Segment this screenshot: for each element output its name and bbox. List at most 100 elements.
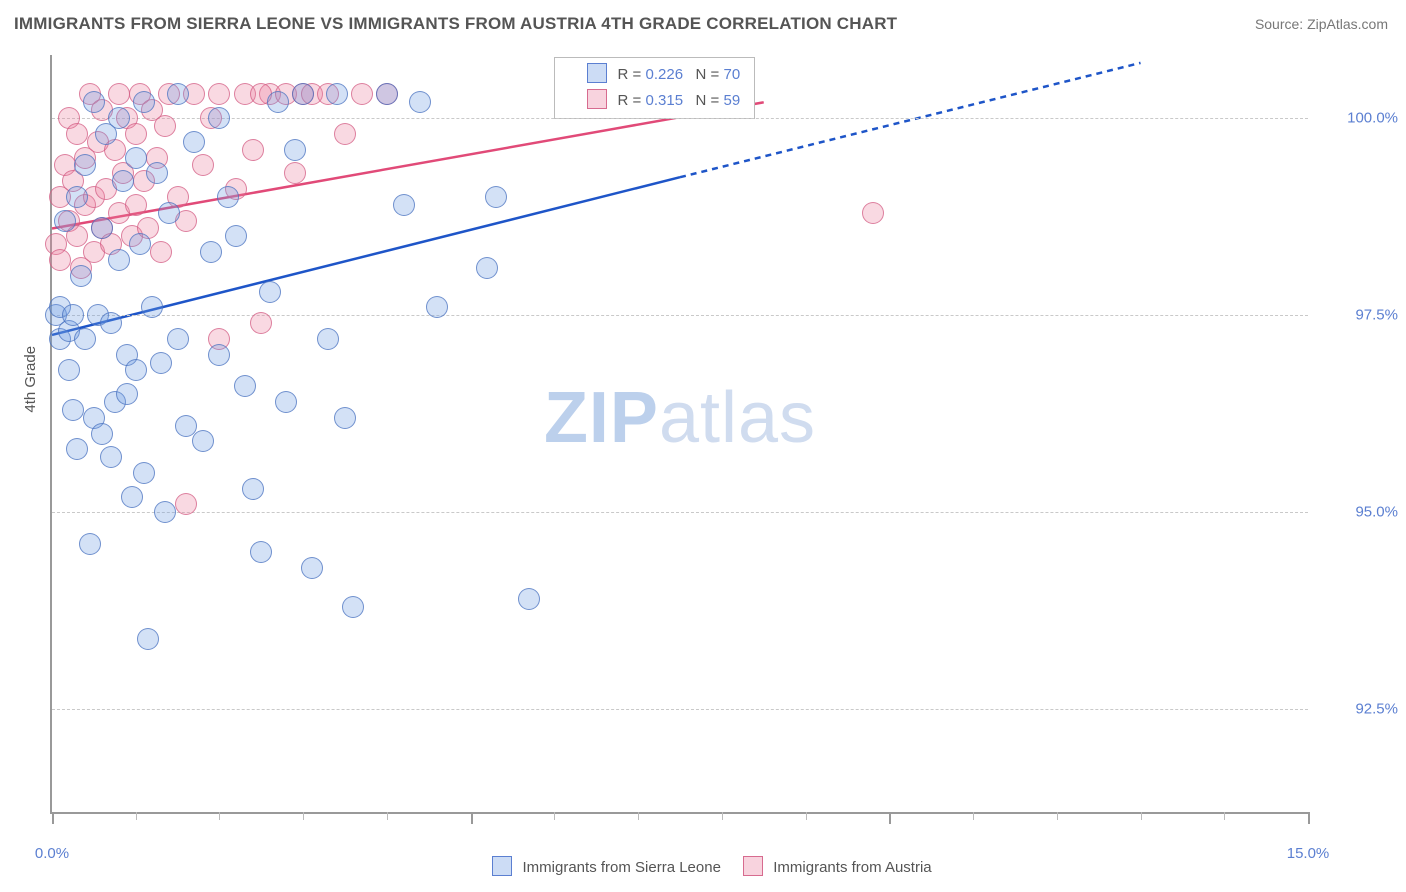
data-point-blue (485, 186, 507, 208)
data-point-blue (301, 557, 323, 579)
data-point-blue (133, 462, 155, 484)
data-point-blue (200, 241, 222, 263)
data-point-blue (167, 83, 189, 105)
data-point-blue (100, 446, 122, 468)
data-point-pink (351, 83, 373, 105)
data-point-pink (125, 194, 147, 216)
data-point-blue (70, 265, 92, 287)
data-point-blue (158, 202, 180, 224)
data-point-blue (334, 407, 356, 429)
data-point-blue (125, 359, 147, 381)
x-tick (806, 812, 807, 820)
data-point-pink (66, 123, 88, 145)
bottom-legend: Immigrants from Sierra Leone Immigrants … (0, 856, 1406, 876)
x-tick (1141, 812, 1142, 820)
data-point-blue (167, 328, 189, 350)
gridline (52, 118, 1308, 119)
data-point-blue (225, 225, 247, 247)
scatter-plot-area: ZIPatlas R = 0.226 N = 70 R = 0.315 N = … (50, 55, 1308, 814)
data-point-blue (183, 131, 205, 153)
source-attribution: Source: ZipAtlas.com (1255, 16, 1388, 32)
data-point-blue (326, 83, 348, 105)
data-point-blue (91, 423, 113, 445)
gridline (52, 709, 1308, 710)
gridline (52, 512, 1308, 513)
r-value-series1: 0.226 (646, 66, 684, 83)
data-point-pink (108, 83, 130, 105)
data-point-pink (862, 202, 884, 224)
x-tick (136, 812, 137, 820)
data-point-blue (284, 139, 306, 161)
data-point-blue (208, 344, 230, 366)
y-axis-label: 4th Grade (22, 346, 39, 413)
data-point-blue (74, 154, 96, 176)
n-value-series2: 59 (723, 92, 740, 109)
data-point-blue (217, 186, 239, 208)
swatch-pink-icon (587, 89, 607, 109)
data-point-blue (133, 91, 155, 113)
data-point-blue (62, 304, 84, 326)
data-point-pink (125, 123, 147, 145)
data-point-blue (518, 588, 540, 610)
data-point-pink (208, 83, 230, 105)
data-point-blue (259, 281, 281, 303)
data-point-blue (476, 257, 498, 279)
data-point-blue (150, 352, 172, 374)
data-point-blue (342, 596, 364, 618)
data-point-blue (108, 107, 130, 129)
data-point-pink (49, 249, 71, 271)
x-tick (471, 812, 473, 824)
data-point-pink (192, 154, 214, 176)
swatch-blue-icon (492, 856, 512, 876)
data-point-blue (376, 83, 398, 105)
data-point-blue (79, 533, 101, 555)
data-point-blue (409, 91, 431, 113)
x-tick (1308, 812, 1310, 824)
data-point-pink (284, 162, 306, 184)
x-tick (303, 812, 304, 820)
data-point-blue (426, 296, 448, 318)
data-point-blue (121, 486, 143, 508)
x-tick (638, 812, 639, 820)
data-point-blue (54, 210, 76, 232)
data-point-blue (250, 541, 272, 563)
y-tick-label: 92.5% (1318, 701, 1398, 718)
data-point-pink (175, 493, 197, 515)
data-point-blue (267, 91, 289, 113)
data-point-blue (108, 249, 130, 271)
n-value-series1: 70 (723, 66, 740, 83)
swatch-pink-icon (743, 856, 763, 876)
x-tick (554, 812, 555, 820)
x-tick (973, 812, 974, 820)
data-point-pink (150, 241, 172, 263)
data-point-blue (137, 628, 159, 650)
data-point-blue (208, 107, 230, 129)
r-value-series2: 0.315 (646, 92, 684, 109)
y-tick-label: 97.5% (1318, 307, 1398, 324)
data-point-blue (393, 194, 415, 216)
x-tick (722, 812, 723, 820)
x-tick (219, 812, 220, 820)
data-point-blue (112, 170, 134, 192)
x-tick (1057, 812, 1058, 820)
data-point-pink (334, 123, 356, 145)
data-point-blue (317, 328, 339, 350)
data-point-blue (58, 359, 80, 381)
data-point-blue (74, 328, 96, 350)
data-point-blue (192, 430, 214, 452)
data-point-blue (234, 375, 256, 397)
data-point-pink (250, 312, 272, 334)
data-point-blue (292, 83, 314, 105)
trend-lines-layer (52, 55, 1308, 812)
data-point-blue (242, 478, 264, 500)
stats-row-series2: R = 0.315 N = 59 (569, 88, 740, 114)
data-point-blue (125, 147, 147, 169)
data-point-blue (275, 391, 297, 413)
x-tick (1224, 812, 1225, 820)
data-point-blue (129, 233, 151, 255)
y-tick-label: 100.0% (1318, 110, 1398, 127)
data-point-blue (66, 438, 88, 460)
data-point-blue (83, 91, 105, 113)
x-tick (889, 812, 891, 824)
data-point-blue (91, 217, 113, 239)
